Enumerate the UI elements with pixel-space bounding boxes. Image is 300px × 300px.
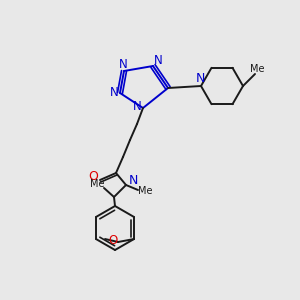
- Text: N: N: [133, 100, 141, 113]
- Text: O: O: [88, 170, 98, 184]
- Text: Me: Me: [90, 179, 104, 189]
- Text: Me: Me: [250, 64, 264, 74]
- Text: O: O: [108, 235, 118, 248]
- Text: N: N: [110, 85, 118, 98]
- Text: N: N: [118, 58, 127, 71]
- Text: N: N: [195, 73, 205, 85]
- Text: N: N: [154, 55, 162, 68]
- Text: Me: Me: [138, 186, 152, 196]
- Text: N: N: [128, 173, 138, 187]
